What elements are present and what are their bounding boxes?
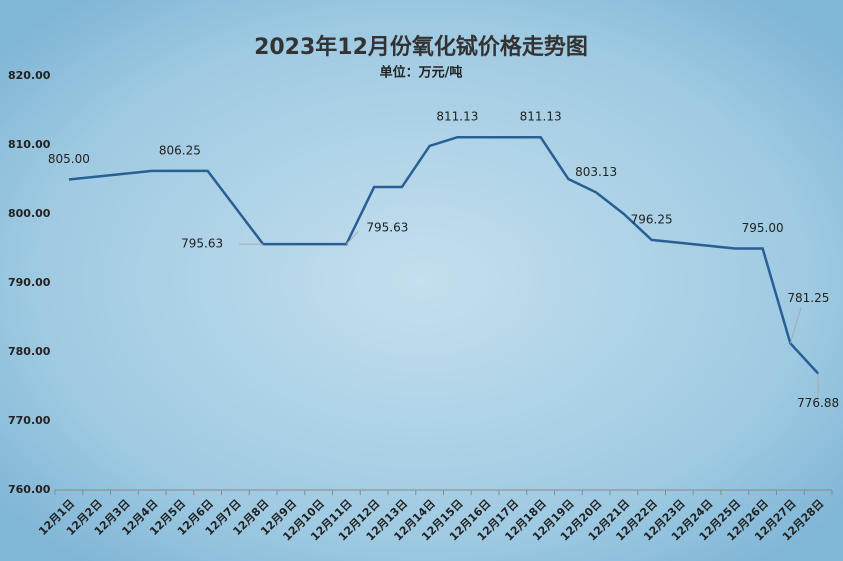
y-tick-label: 790.00: [8, 276, 51, 289]
data-label: 776.88: [797, 396, 839, 410]
data-label: 811.13: [520, 110, 562, 124]
y-tick-label: 760.00: [8, 483, 51, 496]
line: [68, 135, 820, 375]
data-label: 781.25: [787, 291, 829, 305]
data-label: 805.00: [48, 152, 90, 166]
data-label: 796.25: [631, 212, 673, 226]
leader-line: [789, 307, 802, 344]
data-label: 795.00: [742, 221, 784, 235]
chart-title: 2023年12月份氧化铽价格走势图: [254, 34, 588, 60]
y-tick-label: 820.00: [8, 69, 51, 82]
y-tick-label: 770.00: [8, 414, 51, 427]
data-label: 795.63: [366, 221, 408, 235]
data-label: 795.63: [181, 237, 223, 251]
y-tick-label: 780.00: [8, 345, 51, 358]
data-label: 803.13: [575, 165, 617, 179]
y-tick-label: 810.00: [8, 138, 51, 151]
chart-subtitle: 单位：万元/吨: [380, 65, 463, 81]
leader-line: [346, 231, 359, 245]
data-label: 811.13: [436, 110, 478, 124]
y-tick-label: 800.00: [8, 207, 51, 220]
data-label: 806.25: [159, 143, 201, 157]
